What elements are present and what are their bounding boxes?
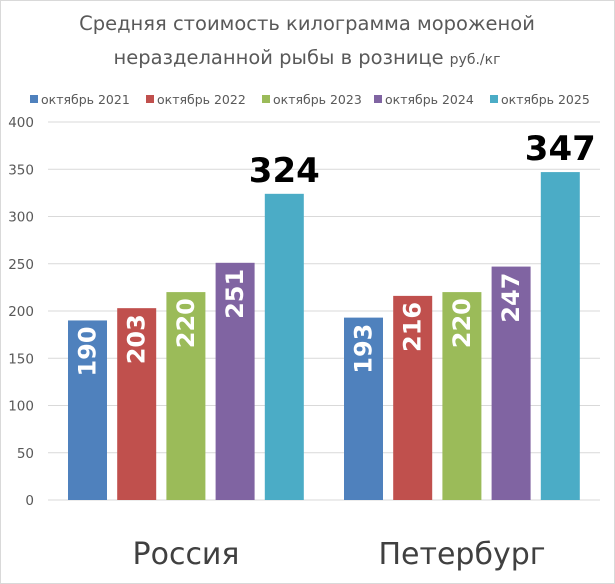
bar [344,317,383,500]
data-label: 251 [221,269,249,319]
bar [166,292,206,500]
legend-swatch [374,95,382,103]
legend-swatch [146,95,154,103]
bar [442,292,482,500]
legend-label: октябрь 2021 [41,92,130,107]
bar [215,262,255,500]
chart-title-line2-text: неразделанной рыбы в рознице [114,46,444,69]
data-label: 347 [525,129,596,169]
data-label: 203 [123,314,151,364]
y-tick-label: 150 [8,351,34,367]
data-label: 220 [448,298,476,348]
bar [540,172,580,500]
bar [264,193,304,500]
bar [393,295,433,500]
y-tick-label: 50 [17,446,34,462]
legend-label: октябрь 2024 [385,92,474,107]
legend-swatch [262,95,270,103]
data-label: 216 [399,302,427,352]
y-tick-label: 100 [8,399,34,415]
chart-title-line2: неразделанной рыбы в рознице руб./кг [114,46,501,69]
y-tick-label: 200 [8,304,34,320]
y-tick-label: 300 [8,210,34,226]
legend-label: октябрь 2022 [157,92,246,107]
data-label: 220 [172,298,200,348]
legend-swatch [30,95,38,103]
bar [117,308,157,500]
y-tick-label: 250 [8,257,34,273]
y-tick-label: 0 [25,493,34,509]
data-label: 247 [497,273,525,323]
y-tick-label: 400 [8,115,34,131]
y-tick-label: 350 [8,162,34,178]
bar [68,320,107,500]
chart-title: Средняя стоимость килограмма мороженой [79,12,535,35]
legend-swatch [490,95,498,103]
data-label: 193 [350,324,378,374]
category-label: Россия [133,537,240,572]
legend-label: октябрь 2023 [273,92,362,107]
data-label: 190 [74,326,102,376]
category-label: Петербург [378,537,545,572]
legend-label: октябрь 2025 [501,92,590,107]
chart-unit: руб./кг [450,52,501,68]
data-label: 324 [249,151,320,191]
bar [491,266,531,500]
